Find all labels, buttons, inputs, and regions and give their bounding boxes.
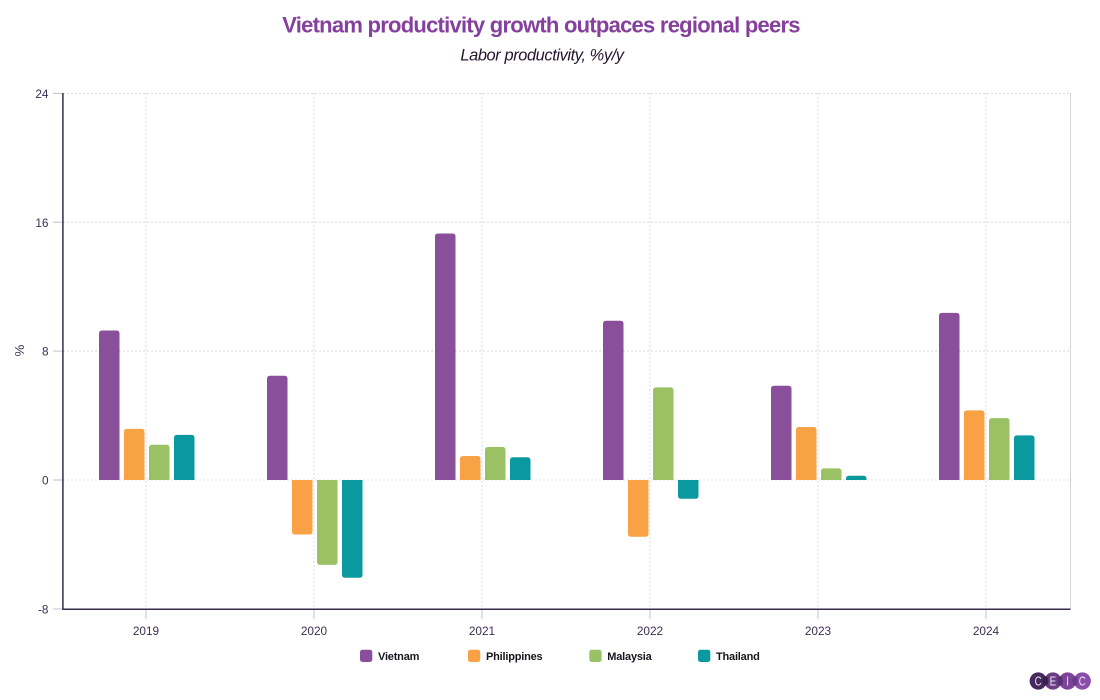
svg-text:8: 8	[42, 345, 49, 359]
svg-text:2022: 2022	[637, 624, 663, 638]
svg-text:16: 16	[35, 216, 49, 230]
svg-text:Philippines: Philippines	[486, 651, 543, 663]
svg-text:%: %	[12, 344, 27, 356]
svg-text:2019: 2019	[133, 624, 159, 638]
svg-text:Vietnam: Vietnam	[378, 651, 420, 663]
svg-text:2021: 2021	[469, 624, 495, 638]
svg-text:2020: 2020	[301, 624, 328, 638]
svg-text:C: C	[1035, 675, 1042, 689]
svg-text:-8: -8	[38, 603, 49, 617]
svg-text:C: C	[1079, 675, 1086, 689]
svg-text:I: I	[1066, 675, 1069, 689]
svg-text:Thailand: Thailand	[716, 651, 760, 663]
svg-text:E: E	[1050, 675, 1057, 689]
svg-text:Labor productivity, %y/y: Labor productivity, %y/y	[460, 46, 625, 64]
svg-text:2023: 2023	[805, 624, 832, 638]
svg-text:Vietnam productivity growth ou: Vietnam productivity growth outpaces reg…	[282, 13, 800, 38]
svg-text:0: 0	[42, 474, 49, 488]
svg-text:2024: 2024	[973, 624, 1000, 638]
svg-text:24: 24	[35, 87, 49, 101]
svg-text:Malaysia: Malaysia	[607, 651, 652, 663]
